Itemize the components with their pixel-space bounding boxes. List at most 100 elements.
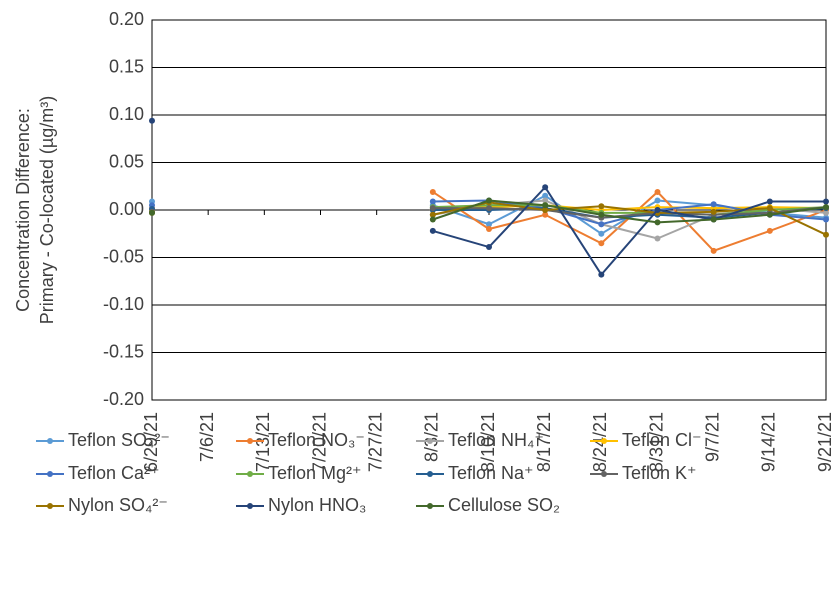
legend-item: Teflon Ca²⁺ xyxy=(36,463,160,483)
data-point xyxy=(823,198,829,205)
data-point xyxy=(429,227,436,234)
data-point xyxy=(149,117,155,124)
data-point xyxy=(429,216,436,223)
data-point xyxy=(486,226,492,232)
y-tick-label: -0.20 xyxy=(103,389,144,409)
x-tick-label: 8/3/21 xyxy=(422,412,442,462)
legend-label: Nylon HNO₃ xyxy=(268,495,366,515)
legend-label: Teflon NH₄⁺ xyxy=(448,430,544,450)
legend-marker xyxy=(47,503,53,509)
data-point xyxy=(710,216,717,223)
legend-item: Teflon Cl⁻ xyxy=(590,430,702,450)
legend-marker xyxy=(247,471,253,477)
data-point xyxy=(542,184,549,191)
series-line xyxy=(432,206,827,219)
data-point xyxy=(542,192,549,199)
x-tick-label: 9/21/21 xyxy=(815,412,835,472)
data-point xyxy=(542,202,549,209)
data-point xyxy=(766,227,773,234)
x-tick-label: 7/27/21 xyxy=(365,412,385,472)
series-line xyxy=(432,201,827,236)
y-tick-label: 0.15 xyxy=(109,56,144,76)
legend-item: Teflon NO₃⁻ xyxy=(236,430,365,450)
legend-marker xyxy=(601,438,607,444)
legend-marker xyxy=(247,438,253,444)
legend-label: Cellulose SO₂ xyxy=(448,495,560,515)
data-point xyxy=(486,205,492,212)
x-tick-label: 7/6/21 xyxy=(197,412,217,462)
legend-label: Teflon K⁺ xyxy=(622,463,697,483)
y-tick-label: 0.05 xyxy=(109,151,144,171)
legend-marker xyxy=(47,471,53,477)
data-point xyxy=(823,209,829,216)
legend-marker xyxy=(427,438,433,444)
data-point xyxy=(654,219,661,226)
y-tick-label: -0.05 xyxy=(103,246,144,266)
data-point xyxy=(598,240,605,247)
y-tick-label: 0.10 xyxy=(109,104,144,124)
data-point xyxy=(542,211,549,218)
legend-marker xyxy=(427,471,433,477)
x-tick-label: 8/31/21 xyxy=(646,412,666,472)
data-point xyxy=(542,207,549,213)
x-tick-label: 7/20/21 xyxy=(309,412,329,472)
data-point xyxy=(710,247,717,254)
legend-item: Teflon SO₄²⁻ xyxy=(36,430,170,450)
legend-marker xyxy=(47,438,53,444)
legend-item: Nylon HNO₃ xyxy=(236,495,366,515)
x-tick-label: 8/24/21 xyxy=(590,412,610,472)
data-point xyxy=(654,207,661,213)
legend-item: Teflon Na⁺ xyxy=(416,463,534,483)
legend-label: Nylon SO₄²⁻ xyxy=(68,495,168,515)
data-point xyxy=(542,197,549,204)
data-point xyxy=(598,203,605,210)
data-point xyxy=(766,211,773,218)
y-axis-label: Primary - Co-located (µg/m³) xyxy=(37,96,57,324)
legend-label: Teflon Na⁺ xyxy=(448,463,534,483)
data-point xyxy=(823,231,829,238)
legend-item: Teflon Mg²⁺ xyxy=(236,463,362,483)
y-tick-label: 0.20 xyxy=(109,9,144,29)
legend-marker xyxy=(247,503,253,509)
legend-label: Teflon Ca²⁺ xyxy=(68,463,160,483)
x-tick-label: 7/13/21 xyxy=(253,412,273,472)
legend-item: Cellulose SO₂ xyxy=(416,495,560,515)
legend-item: Nylon SO₄²⁻ xyxy=(36,495,168,515)
legend-item: Teflon NH₄⁺ xyxy=(416,430,544,450)
x-tick-label: 8/10/21 xyxy=(478,412,498,472)
x-tick-label: 9/14/21 xyxy=(759,412,779,472)
data-point xyxy=(429,198,436,205)
y-tick-label: -0.10 xyxy=(103,294,144,314)
legend-label: Teflon NO₃⁻ xyxy=(268,430,365,450)
x-tick-label: 6/29/21 xyxy=(141,412,161,472)
data-point xyxy=(486,244,492,251)
series-line xyxy=(432,185,826,277)
data-point xyxy=(598,211,605,218)
y-tick-label: -0.15 xyxy=(103,341,144,361)
data-point xyxy=(486,221,492,228)
x-tick-label: 9/7/21 xyxy=(702,412,722,462)
data-point xyxy=(598,221,605,228)
x-tick-label: 8/17/21 xyxy=(534,412,554,472)
data-point xyxy=(598,230,605,237)
data-point xyxy=(710,208,717,215)
series-line xyxy=(432,204,827,216)
data-point xyxy=(486,197,492,204)
legend-marker xyxy=(601,471,607,477)
data-point xyxy=(598,271,605,278)
legend-label: Teflon Mg²⁺ xyxy=(268,463,362,483)
series-line xyxy=(432,199,827,224)
data-point xyxy=(654,188,661,195)
legend-marker xyxy=(427,503,433,509)
legend-item: Teflon K⁺ xyxy=(590,463,697,483)
data-point xyxy=(149,209,155,216)
data-point xyxy=(429,211,436,218)
data-point xyxy=(766,205,773,212)
data-point xyxy=(429,188,436,195)
legend-label: Teflon SO₄²⁻ xyxy=(68,430,170,450)
data-point xyxy=(654,235,661,242)
legend-label: Teflon Cl⁻ xyxy=(622,430,702,450)
data-point xyxy=(823,204,829,211)
